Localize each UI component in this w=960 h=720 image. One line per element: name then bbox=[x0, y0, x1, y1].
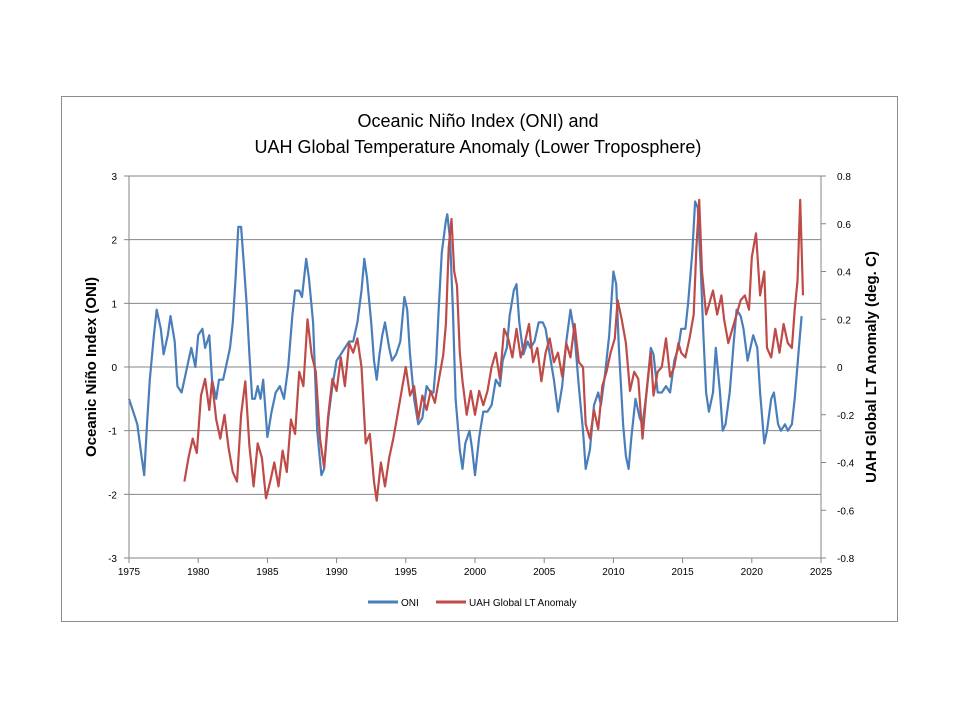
chart-title-line-1: Oceanic Niño Index (ONI) and bbox=[357, 111, 598, 131]
y-right-tick-label--0.6: -0.6 bbox=[837, 506, 855, 517]
series-line-oni bbox=[127, 200, 803, 477]
y-left-tick-label-1: 1 bbox=[111, 299, 117, 310]
y-left-tick-label-2: 2 bbox=[111, 236, 117, 247]
y-right-tick-labels: 0.8 0.6 0.4 0.2 0 -0.2 -0.4 -0.6 -0.8 bbox=[837, 172, 855, 565]
x-tick-label-2025: 2025 bbox=[810, 567, 833, 578]
y-right-tick-label--0.8: -0.8 bbox=[837, 554, 855, 565]
x-tick-label-2020: 2020 bbox=[741, 567, 764, 578]
legend: ONI UAH Global LT Anomaly bbox=[368, 598, 576, 609]
y-right-axis-label: UAH Global LT Anomaly (deg. C) bbox=[863, 251, 880, 483]
axes bbox=[124, 175, 826, 563]
gridlines bbox=[129, 175, 821, 495]
y-left-tick-label--2: -2 bbox=[108, 490, 117, 501]
y-right-tick-label--0.4: -0.4 bbox=[837, 459, 855, 470]
y-left-tick-label-3: 3 bbox=[111, 172, 117, 183]
x-tick-label-1980: 1980 bbox=[187, 567, 210, 578]
series-line-uah-global-lt-anomaly bbox=[183, 198, 805, 502]
y-right-tick-label--0.2: -0.2 bbox=[837, 411, 855, 422]
x-tick-label-1995: 1995 bbox=[395, 567, 418, 578]
y-right-tick-label-0.8: 0.8 bbox=[837, 172, 851, 183]
chart-frame: Oceanic Niño Index (ONI) and UAH Global … bbox=[61, 96, 898, 622]
y-left-tick-labels: 3 2 1 0 -1 -2 -3 bbox=[108, 172, 117, 565]
x-tick-label-1990: 1990 bbox=[325, 567, 348, 578]
series-layer bbox=[127, 198, 805, 502]
x-tick-label-2010: 2010 bbox=[602, 567, 625, 578]
chart-svg: Oceanic Niño Index (ONI) and UAH Global … bbox=[83, 111, 880, 609]
y-right-tick-label-0: 0 bbox=[837, 363, 843, 374]
y-left-tick-label--1: -1 bbox=[108, 427, 117, 438]
chart-title-line-2: UAH Global Temperature Anomaly (Lower Tr… bbox=[255, 137, 702, 157]
legend-oni-label: ONI bbox=[401, 598, 419, 609]
x-tick-label-2015: 2015 bbox=[671, 567, 694, 578]
x-tick-label-1985: 1985 bbox=[256, 567, 279, 578]
y-left-axis-label: Oceanic Niño Index (ONI) bbox=[83, 277, 100, 457]
x-tick-labels: 1975 1980 1985 1990 1995 2000 2005 2010 2015 2020… bbox=[118, 567, 833, 578]
x-tick-label-2005: 2005 bbox=[533, 567, 556, 578]
y-right-tick-label-0.4: 0.4 bbox=[837, 268, 851, 279]
x-tick-label-2000: 2000 bbox=[464, 567, 487, 578]
y-right-tick-label-0.2: 0.2 bbox=[837, 315, 851, 326]
y-left-tick-label-0: 0 bbox=[111, 363, 117, 374]
legend-uah-label: UAH Global LT Anomaly bbox=[469, 598, 576, 609]
x-tick-label-1975: 1975 bbox=[118, 567, 141, 578]
y-right-tick-label-0.6: 0.6 bbox=[837, 220, 851, 231]
y-left-tick-label--3: -3 bbox=[108, 554, 117, 565]
